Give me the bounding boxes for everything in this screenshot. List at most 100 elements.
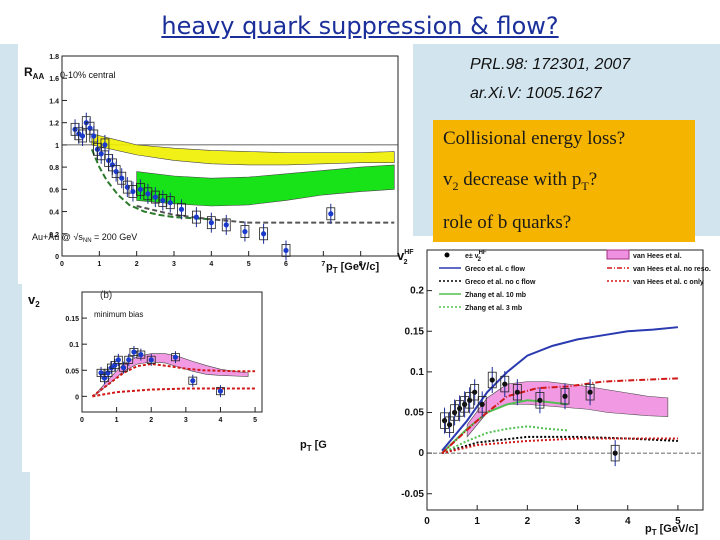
raa-chart: 0 0.2 0.4 0.6 0.8 1 1.2 1.4 1.6 1.8 0 1 2 3 4 5 6 7 8 0-10…: [24, 54, 399, 275]
chart0-data-point: [223, 222, 229, 228]
slide-title: heavy quark suppression & flow?: [161, 12, 559, 40]
chart0-syst-box: [259, 227, 269, 241]
chart2-data-point: [479, 401, 485, 407]
chart0-syst-box: [158, 194, 168, 207]
raa-xlabel-unit: [GeV/c]: [341, 261, 380, 273]
v2hf-chart: -0.05 0 0.05 0.1 0.15 0.2 0 1 2 3 4 5 e± vHF 2 Greco …: [397, 248, 711, 537]
chart0-data-point: [87, 125, 93, 131]
raa-xlabel-sub: T: [333, 266, 338, 275]
chart0-ytick-label: 0.6: [49, 187, 59, 194]
v2hf-ylabel-sub: 2: [404, 259, 408, 266]
chart1-ytick-label: 0.15: [65, 316, 79, 323]
question-v2-mark: ?: [588, 169, 598, 190]
chart2-xtick-label: 5: [675, 516, 681, 527]
chart2-syst-box: [535, 392, 545, 409]
chart2-data-point: [441, 418, 448, 424]
chart0-ytick-label: 1: [55, 143, 59, 150]
chart2-ytick-label: 0.15: [405, 326, 425, 337]
chart0-xtick-label: 4: [209, 261, 213, 268]
chart0-data-point: [328, 211, 334, 217]
v2b-ylabel-main: v: [28, 292, 36, 307]
v2b-xlabel-unit: [G: [315, 439, 327, 451]
chart0-syst-box: [150, 190, 160, 204]
v2hf-ylabel-main: v: [397, 248, 405, 263]
raa-annotation-central: 0-10% central: [60, 70, 116, 80]
chart2-data-point: [612, 450, 618, 456]
chart2-frame: [426, 249, 704, 511]
chart1-syst-box: [188, 376, 198, 385]
chart2-syst-box: [460, 396, 470, 413]
chart0-curve-0: [90, 148, 212, 221]
chart0-xtick-label: 3: [172, 261, 176, 268]
chart0-syst-box: [221, 218, 231, 232]
raa-annotation-auau-a: Au+Au @ √: [32, 232, 78, 242]
chart0-data-point: [145, 191, 151, 197]
chart1-xtick-label: 2: [149, 417, 153, 424]
question-collisional: Collisional energy loss?: [443, 128, 626, 149]
chart0-xtick-label: 0: [60, 261, 64, 268]
chart0-syst-box: [191, 210, 201, 224]
chart2-data-point: [452, 409, 458, 416]
raa-annotation-auau: Au+Au @ √sNN = 200 GeV: [32, 232, 137, 244]
chart2-data-point: [472, 389, 478, 395]
chart2-syst-box: [470, 383, 480, 401]
chart1-xtick-label: 0: [80, 417, 84, 424]
chart2-xtick-label: 0: [424, 516, 430, 527]
chart0-syst-box: [128, 185, 138, 198]
chart0-xtick-label: 1: [97, 261, 101, 268]
chart1-data-point: [190, 378, 196, 384]
chart0-syst-box: [117, 171, 127, 185]
chart0-data-point: [193, 214, 199, 220]
v2hf-ylabel: vHF 2: [397, 248, 414, 266]
chart1-syst-box: [136, 350, 146, 359]
question-b-quarks: role of b quarks?: [443, 212, 572, 233]
chart0-data-point: [130, 188, 136, 195]
v2hf-xlabel-main: p: [645, 523, 652, 535]
chart1-data-point: [115, 357, 121, 363]
chart2-data-point: [457, 405, 463, 412]
question-v2-symbol: v: [443, 169, 453, 190]
chart0-data-point: [167, 200, 173, 206]
chart0-syst-box: [165, 196, 175, 210]
chart0-data-point: [178, 206, 185, 212]
chart1-curve-1: [92, 387, 256, 398]
question-pt-sub: T: [581, 178, 589, 193]
v2b-annotation: minimum bias: [94, 310, 143, 319]
chart0-data-point: [98, 151, 104, 157]
chart1-syst-box: [113, 355, 123, 364]
chart1-xtick-label: 1: [115, 417, 119, 424]
reference-prl: PRL.98: 172301, 2007: [470, 56, 631, 73]
chart1-data-point: [148, 357, 154, 363]
legend-swatch: [444, 252, 450, 258]
chart0-ytick-label: 0: [55, 254, 59, 261]
raa-xlabel-main: p: [326, 261, 333, 273]
question-v2-sub: 2: [452, 178, 459, 193]
chart1-xtick-label: 5: [253, 417, 257, 424]
chart2-ytick-label: 0.1: [410, 367, 424, 378]
v2b-ylabel: v2: [28, 292, 40, 309]
legend-label-sub: 2: [478, 257, 482, 263]
raa-xlabel: pT [GeV/c]: [326, 261, 379, 275]
chart2-syst-box: [500, 375, 510, 393]
chart1-syst-box: [103, 368, 113, 377]
legend-label: Zhang et al. 3 mb: [465, 305, 522, 312]
question-v2-text: decrease with p: [458, 169, 582, 190]
chart2-xtick-label: 2: [525, 516, 531, 527]
chart2-syst-box: [487, 371, 497, 389]
chart0-data-point: [261, 231, 267, 237]
chart0-data-point: [109, 162, 115, 168]
legend-label: Zhang et al. 10 mb: [465, 292, 526, 299]
chart1-syst-box: [171, 353, 180, 362]
v2-chart-b: 00.050.10.150 1 2 3 4 5 (b) minimum bias v2 p…: [28, 290, 327, 453]
chart0-data-point: [160, 197, 166, 204]
legend-label: van Hees et al. c only: [633, 279, 704, 286]
chart0-ytick-label: 0.4: [49, 210, 59, 217]
v2b-xlabel: pT [G: [300, 439, 327, 453]
legend-label: van Hees et al.: [633, 253, 682, 260]
chart1-syst-box: [216, 387, 225, 396]
chart1-syst-box: [100, 374, 109, 383]
chart1-data-point: [126, 357, 132, 363]
legend-swatch: [606, 249, 630, 260]
chart2-curve-5: [441, 437, 678, 455]
chart2-curve-4: [441, 377, 678, 454]
